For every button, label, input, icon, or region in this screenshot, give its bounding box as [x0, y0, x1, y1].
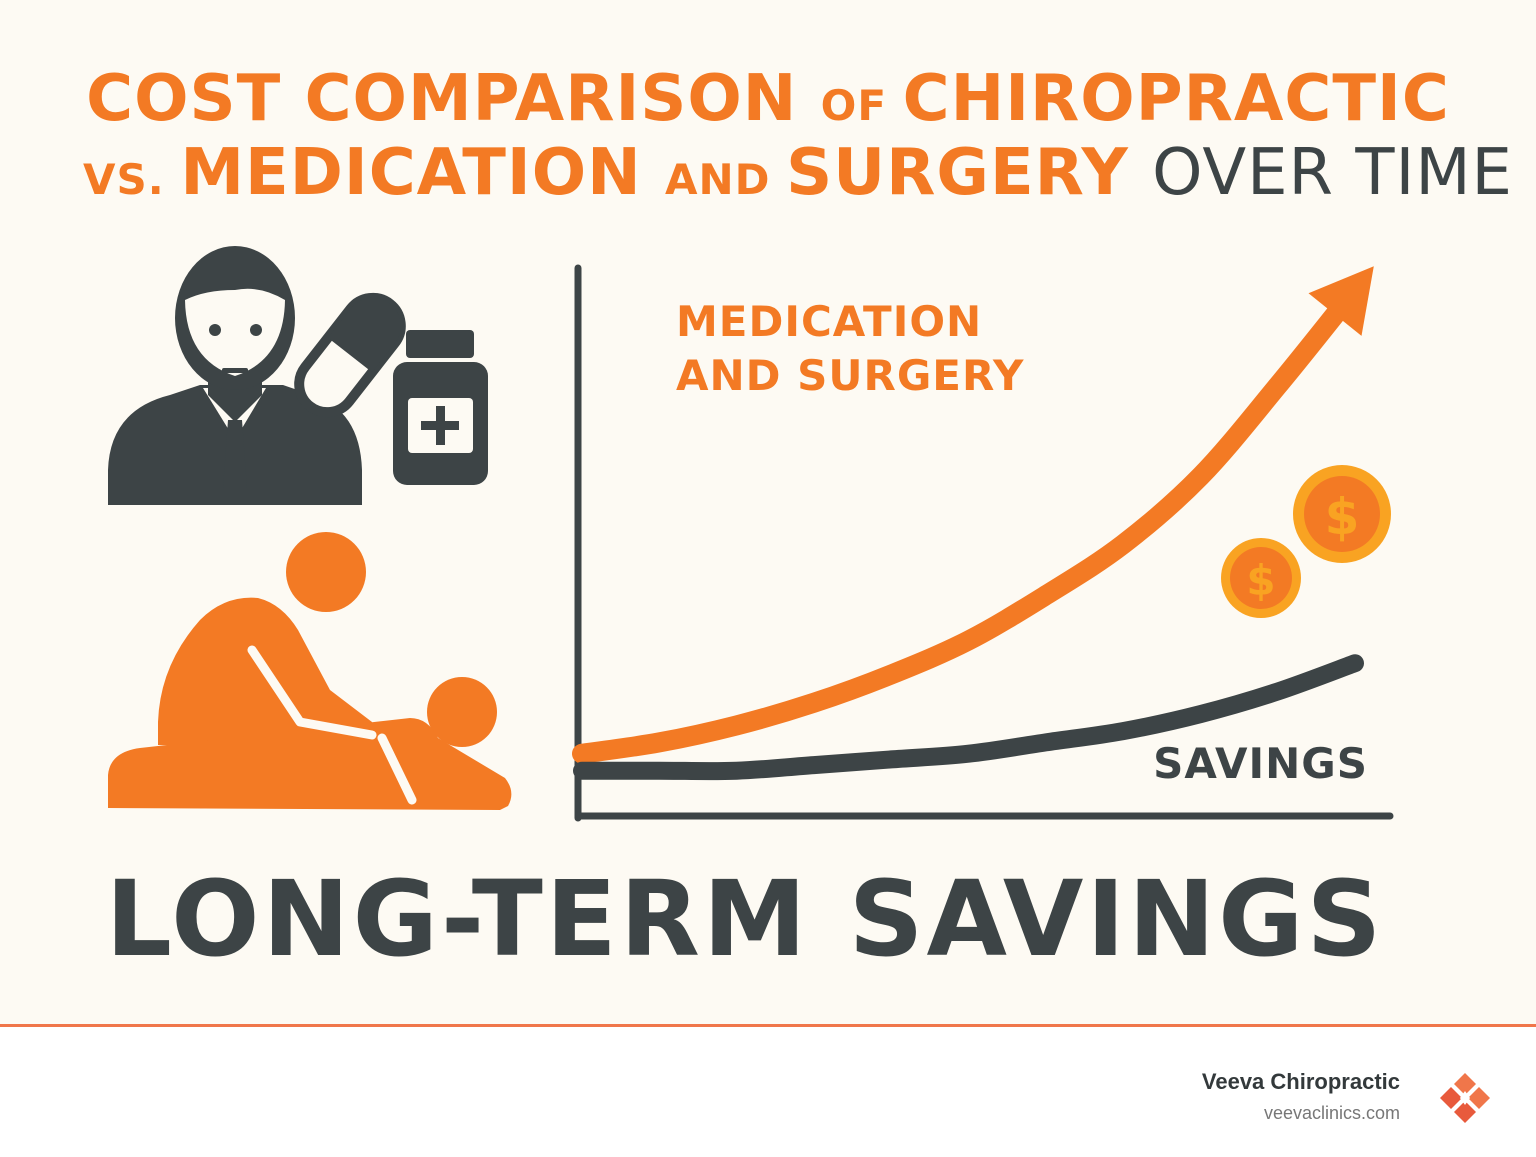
- title-line1-part-0: COST COMPARISON: [86, 62, 821, 136]
- title-line2-part-2: AND: [664, 155, 787, 204]
- businessman-icon: [108, 246, 362, 505]
- title-line1-part-2: CHIROPRACTIC: [902, 62, 1450, 136]
- icons-panel: [108, 246, 512, 810]
- series-arrowhead-medication-surgery: [1308, 266, 1374, 336]
- cost-chart: MEDICATION AND SURGERY SAVINGS $ $: [572, 264, 1394, 822]
- title-line2-part-4: OVER TIME: [1152, 136, 1513, 210]
- chiropractor-treatment-icon: [108, 532, 512, 810]
- series-label-medication-line1: MEDICATION: [676, 297, 982, 346]
- diamond-logo-icon: [1440, 1073, 1490, 1123]
- axes: [574, 264, 1394, 822]
- svg-text:$: $: [1325, 488, 1360, 546]
- chart-title-line2: VS. MEDICATION AND SURGERY OVER TIME: [0, 136, 1536, 210]
- brand-url: veevaclinics.com: [1263, 1103, 1400, 1123]
- title-line2-part-1: MEDICATION: [180, 136, 665, 210]
- series-line-medication-surgery: [572, 279, 1365, 764]
- pill-capsule-icon: [294, 292, 406, 418]
- svg-text:$: $: [1246, 556, 1275, 605]
- footer: Veeva Chiropractic veevaclinics.com: [0, 1024, 1536, 1157]
- medicine-bottle-icon: [393, 330, 488, 485]
- series-line-savings: [573, 654, 1364, 781]
- headline-long-term-savings: LONG-TERM SAVINGS: [105, 858, 1385, 980]
- title-line2-part-3: SURGERY: [786, 136, 1153, 210]
- dollar-coin-icon: $: [1293, 465, 1391, 563]
- title-line1-part-1: OF: [820, 81, 903, 130]
- series-label-medication-line2: AND SURGERY: [676, 351, 1024, 400]
- dollar-coin-icon: $: [1221, 538, 1301, 618]
- brand-name: Veeva Chiropractic: [1201, 1069, 1400, 1094]
- title-line2-part-0: VS.: [83, 155, 181, 204]
- chart-title-line1: COST COMPARISON OF CHIROPRACTIC: [0, 62, 1536, 136]
- series-label-savings: SAVINGS: [1153, 739, 1368, 788]
